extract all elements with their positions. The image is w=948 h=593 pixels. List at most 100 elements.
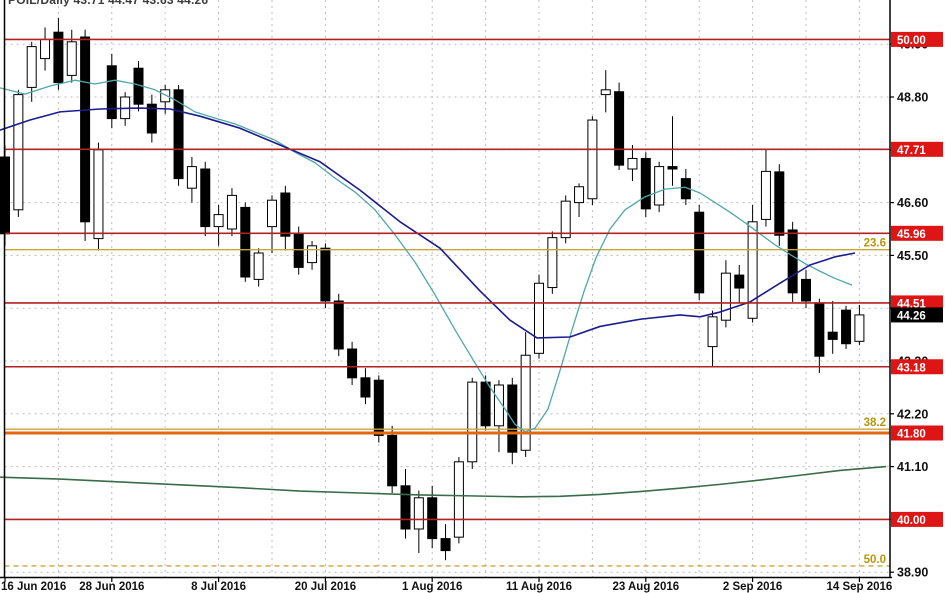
level-badge-47.71-box	[891, 141, 943, 157]
level-badge-50.00: 50.00	[891, 31, 943, 47]
candle-body	[93, 149, 104, 240]
candle-body	[360, 377, 371, 398]
candle-bearish	[774, 164, 785, 246]
candle-body	[694, 211, 705, 294]
candle-body	[80, 36, 91, 223]
candle-body	[200, 168, 211, 228]
candle-body	[173, 89, 184, 180]
chart-title: POIL/Daily 43.71 44.47 43.63 44.26	[8, 0, 209, 7]
candle-body	[253, 252, 264, 280]
candle-body	[333, 300, 344, 350]
candle-body	[106, 65, 117, 120]
y-tick-label: 42.20	[897, 407, 928, 421]
level-badge-41.80: 41.80	[891, 425, 943, 441]
candle-body	[347, 348, 358, 379]
candle-bullish	[307, 241, 318, 270]
candle-bearish	[440, 524, 451, 561]
candle-body	[600, 89, 611, 96]
candle-bearish	[347, 341, 358, 385]
candle-body	[440, 538, 451, 552]
candle-body	[493, 384, 504, 427]
x-axis: 16 Jun 2016 28 Jun 2016 8 Jul 2016 20 Jul 2…	[1, 577, 892, 593]
candle-bullish	[40, 27, 51, 71]
candle-body	[667, 166, 678, 170]
candle-bullish	[720, 260, 731, 328]
candle-body	[413, 497, 424, 530]
candle-body	[240, 206, 251, 278]
candle-body	[574, 186, 585, 204]
candle-bullish	[547, 231, 558, 294]
candle-bullish	[747, 205, 758, 323]
candle-body	[293, 233, 304, 268]
level-badge-40.00: 40.00	[891, 511, 943, 527]
candle-bearish	[200, 161, 211, 237]
x-tick-label: 1 Aug 2016	[402, 581, 462, 593]
fib-label-23.6: 23.6	[864, 238, 886, 250]
x-tick-label: 14 Sep 2016	[826, 581, 892, 593]
candle-body	[547, 237, 558, 289]
current-price-badge: 44.26	[891, 307, 943, 323]
candle-bearish	[387, 425, 398, 493]
level-lines[interactable]	[4, 38, 891, 521]
candle-body	[40, 38, 51, 60]
level-badge-47.71-text: 47.71	[897, 145, 926, 157]
candle-body	[507, 384, 518, 453]
candle-bearish	[667, 116, 678, 186]
candle-bullish	[574, 183, 585, 217]
candle-bullish	[534, 274, 544, 359]
candle-body	[307, 245, 318, 264]
level-badge-44.51-box	[891, 295, 943, 311]
candle-bearish	[694, 205, 705, 301]
candle-body	[587, 119, 598, 200]
x-tick-label: 28 Jun 2016	[79, 581, 144, 593]
candle-bearish	[640, 152, 651, 217]
level-badge-41.80-text: 41.80	[897, 429, 926, 441]
candle-bullish	[560, 195, 571, 244]
candle-bearish	[787, 221, 798, 302]
candle-body	[186, 166, 197, 189]
level-badge-50.00-text: 50.00	[897, 35, 926, 47]
candle-body	[427, 497, 438, 540]
candle-bullish	[627, 145, 638, 181]
x-tick-label: 8 Jul 2016	[191, 581, 246, 593]
candle-body	[213, 214, 224, 228]
candle-body	[146, 103, 157, 134]
chart-frame	[0, 0, 892, 579]
candle-body	[226, 194, 237, 230]
fibonacci-retracement[interactable]: 23.6 38.2 50.0	[4, 238, 891, 567]
candle-bearish	[146, 94, 157, 143]
candle-body	[53, 31, 64, 84]
candle-bearish	[240, 202, 251, 282]
candle-bullish	[13, 89, 24, 217]
y-tick-label: 45.50	[897, 249, 928, 263]
level-badge-50.00-box	[891, 31, 943, 47]
candle-bearish	[614, 82, 625, 170]
ma-slow-green	[0, 465, 887, 498]
candle-bearish	[480, 375, 491, 431]
candle-body	[640, 157, 651, 210]
candle-bullish	[707, 310, 718, 367]
candle-bearish	[400, 469, 411, 539]
current-price-badge-box	[891, 307, 943, 323]
candle-body	[373, 379, 384, 436]
candle-bullish	[93, 142, 104, 251]
candle-bullish	[267, 195, 277, 253]
y-tick-label: 46.60	[897, 196, 928, 210]
candle-body	[320, 247, 331, 302]
candle-bearish	[53, 17, 64, 90]
candle-body	[520, 354, 531, 451]
candle-bearish	[360, 368, 371, 405]
y-tick-label: 48.80	[897, 91, 928, 105]
current-price-badge-text: 44.26	[897, 310, 926, 322]
candle-bearish	[80, 29, 91, 241]
ma-fast-teal	[0, 79, 853, 433]
candle-body	[841, 309, 852, 345]
level-badge-41.80-box	[891, 425, 943, 441]
candle-bullish	[654, 161, 665, 213]
candle-body	[814, 302, 825, 357]
candle-bearish	[320, 243, 331, 309]
candle-body	[720, 272, 731, 321]
candle-bearish	[827, 301, 838, 354]
